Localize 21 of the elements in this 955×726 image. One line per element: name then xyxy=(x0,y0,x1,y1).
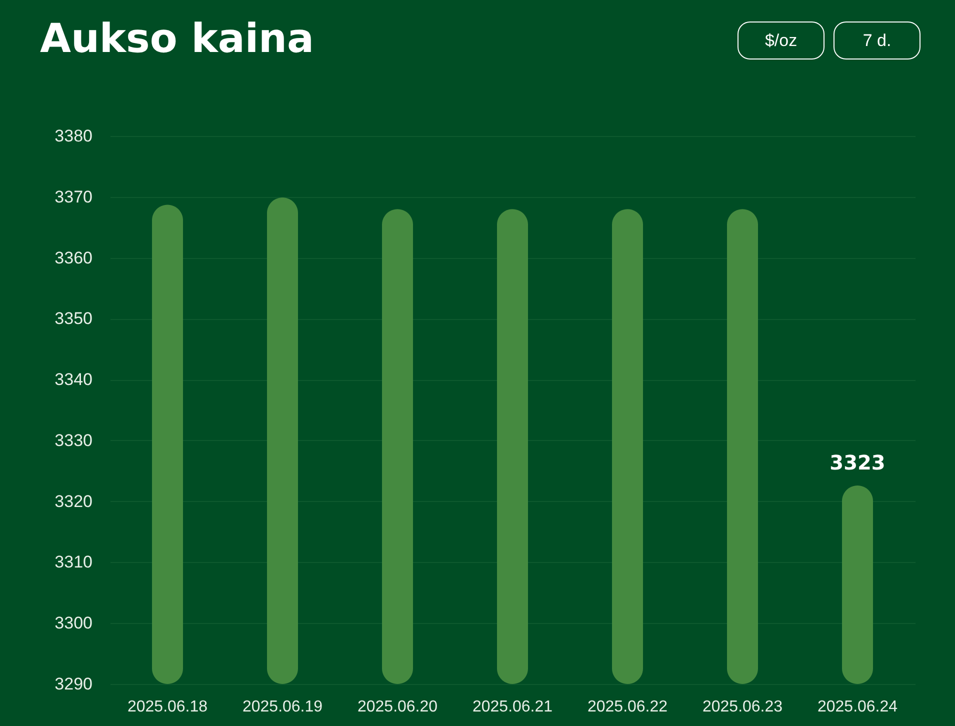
x-tick-label: 2025.06.21 xyxy=(472,698,553,716)
y-tick-label: 3360 xyxy=(54,248,92,268)
x-tick-label: 2025.06.20 xyxy=(357,698,438,716)
y-tick-label: 3380 xyxy=(54,126,92,146)
x-tick-label: 2025.06.19 xyxy=(242,698,323,716)
x-tick-label: 2025.06.23 xyxy=(702,698,783,716)
data-label: 3323 xyxy=(830,450,886,474)
x-tick-label: 2025.06.18 xyxy=(127,698,208,716)
y-tick-label: 3320 xyxy=(54,492,92,511)
y-tick-label: 3300 xyxy=(54,614,92,633)
x-tick-label: 2025.06.22 xyxy=(587,698,668,716)
text: $/oz xyxy=(764,31,798,50)
text: 7 d. xyxy=(862,31,892,50)
y-tick-label: 3310 xyxy=(54,552,92,572)
y-tick-label: 3370 xyxy=(54,187,92,206)
y-tick-label: 3330 xyxy=(54,430,92,450)
x-tick-label: 2025.06.24 xyxy=(817,698,898,716)
y-tick-label: 3340 xyxy=(54,370,92,390)
y-tick-label: 3350 xyxy=(54,309,92,328)
chart-title: Aukso kaina xyxy=(40,16,314,62)
y-tick-label: 3290 xyxy=(54,674,92,694)
